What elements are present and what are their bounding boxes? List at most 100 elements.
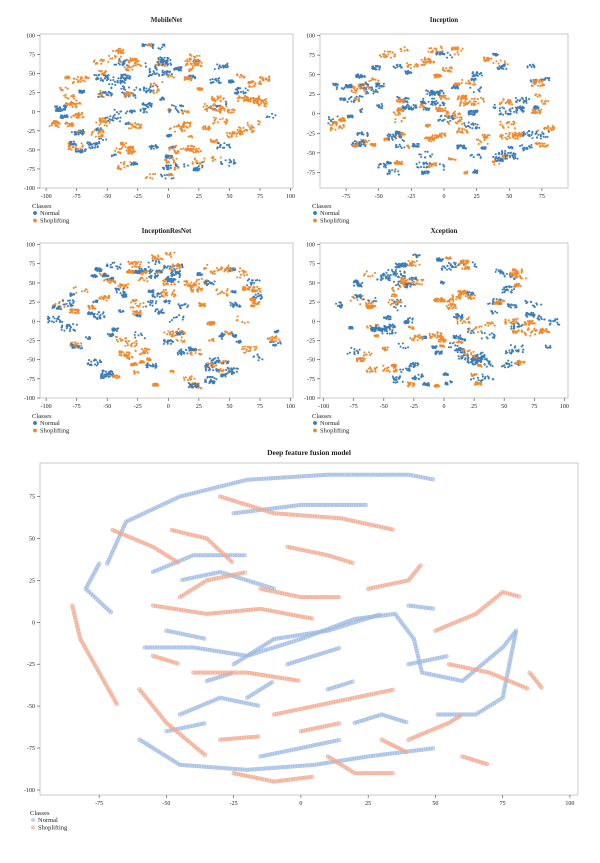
- normal-point: [228, 161, 231, 164]
- shoplifting-point: [445, 67, 448, 70]
- normal-point: [96, 313, 99, 316]
- normal-point: [112, 119, 115, 122]
- normal-point: [167, 166, 170, 169]
- normal-point: [396, 130, 399, 133]
- shoplifting-point: [483, 133, 486, 137]
- normal-point: [167, 168, 170, 171]
- shoplifting-point: [257, 104, 260, 107]
- shoplifting-point: [493, 163, 496, 166]
- shoplifting-point: [179, 148, 183, 151]
- shoplifting-point: [263, 103, 266, 106]
- shoplifting-point: [108, 54, 111, 57]
- normal-point: [135, 163, 138, 166]
- normal-point: [123, 60, 126, 63]
- shoplifting-point: [514, 137, 517, 140]
- normal-point: [469, 86, 472, 89]
- normal-point: [219, 143, 222, 146]
- normal-point: [504, 112, 507, 115]
- normal-point: [362, 133, 365, 136]
- normal-point: [426, 150, 429, 153]
- normal-point: [516, 99, 519, 102]
- normal-point: [160, 175, 163, 178]
- normal-point: [336, 115, 339, 118]
- shoplifting-point: [211, 159, 214, 162]
- shoplifting-point: [511, 103, 514, 106]
- shoplifting-point: [456, 116, 459, 119]
- shoplifting-point: [167, 161, 171, 164]
- shoplifting-point: [197, 286, 201, 289]
- normal-point: [164, 155, 167, 158]
- shoplifting-point: [329, 123, 332, 126]
- normal-point: [161, 166, 165, 169]
- shoplifting-point: [243, 347, 246, 350]
- normal-point: [406, 101, 409, 104]
- normal-point: [364, 144, 367, 148]
- normal-point: [174, 107, 177, 110]
- normal-point: [117, 62, 120, 65]
- shoplifting-point: [167, 74, 170, 77]
- shoplifting-point: [462, 94, 465, 97]
- normal-point: [176, 353, 179, 356]
- normal-point: [104, 74, 107, 77]
- normal-point: [93, 313, 96, 317]
- normal-point: [99, 317, 102, 320]
- shoplifting-point: [256, 102, 259, 105]
- normal-point: [224, 64, 227, 67]
- shoplifting-point: [188, 283, 191, 286]
- normal-point: [151, 85, 155, 88]
- shoplifting-point: [447, 122, 451, 125]
- shoplifting-point: [422, 60, 425, 63]
- normal-point: [514, 157, 517, 160]
- shoplifting-point: [127, 164, 130, 167]
- shoplifting-point: [102, 95, 105, 99]
- normal-point: [525, 147, 528, 150]
- shoplifting-point: [531, 84, 534, 87]
- normal-point: [176, 351, 179, 354]
- normal-point: [239, 87, 242, 90]
- shoplifting-point: [448, 117, 451, 120]
- normal-point: [363, 86, 366, 89]
- shoplifting-point: [121, 51, 124, 54]
- normal-point: [217, 79, 220, 83]
- shoplifting-point: [183, 378, 186, 381]
- normal-point: [132, 163, 135, 166]
- shoplifting-point: [99, 297, 102, 300]
- shoplifting-point: [367, 139, 371, 142]
- shoplifting-point: [94, 307, 97, 310]
- normal-point: [546, 76, 549, 80]
- normal-point: [414, 105, 417, 108]
- shoplifting-point: [175, 157, 178, 160]
- shoplifting-point: [533, 80, 537, 83]
- normal-point: [224, 66, 227, 69]
- normal-point: [102, 91, 105, 94]
- normal-point: [480, 146, 483, 149]
- normal-point: [232, 291, 235, 294]
- normal-point: [416, 142, 419, 145]
- shoplifting-point: [214, 100, 217, 103]
- normal-point: [109, 79, 112, 82]
- shoplifting-point: [517, 134, 520, 137]
- shoplifting-point: [180, 329, 183, 332]
- normal-point: [328, 118, 331, 121]
- shoplifting-point: [354, 96, 357, 99]
- normal-point: [521, 147, 524, 150]
- normal-point: [432, 97, 436, 100]
- shoplifting-point: [246, 96, 249, 99]
- normal-point: [179, 351, 182, 354]
- shoplifting-point: [199, 88, 202, 91]
- normal-point: [127, 86, 131, 89]
- normal-point: [438, 90, 441, 93]
- normal-point: [72, 140, 75, 143]
- shoplifting-point: [131, 272, 134, 275]
- shoplifting-point: [396, 109, 399, 112]
- shoplifting-point: [133, 150, 136, 153]
- normal-point: [147, 75, 150, 78]
- normal-point: [532, 63, 535, 66]
- shoplifting-point: [157, 89, 160, 92]
- shoplifting-point: [123, 160, 126, 164]
- normal-point: [79, 129, 82, 132]
- normal-point: [470, 78, 473, 81]
- shoplifting-point: [216, 97, 220, 100]
- normal-point: [170, 63, 173, 66]
- shoplifting-point: [65, 122, 68, 125]
